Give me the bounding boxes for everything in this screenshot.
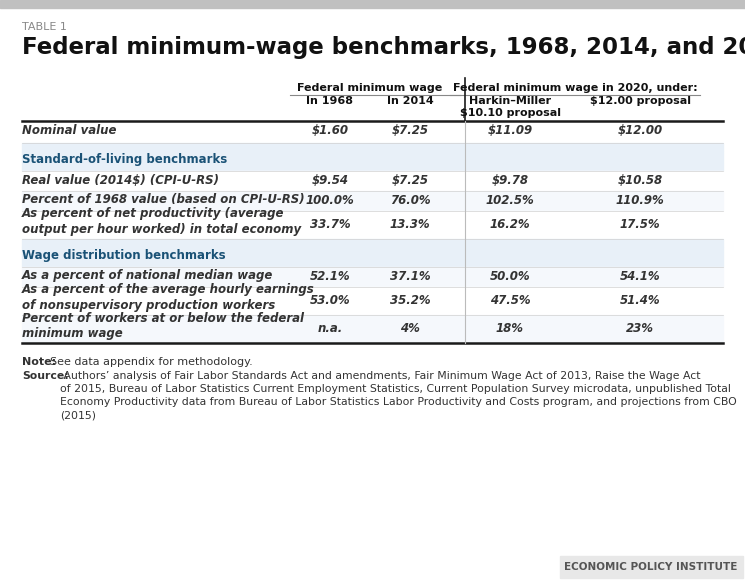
Text: $1.60: $1.60 bbox=[311, 125, 349, 137]
Bar bbox=[22, 121, 723, 143]
Text: 54.1%: 54.1% bbox=[620, 270, 660, 282]
Text: $12.00: $12.00 bbox=[618, 125, 662, 137]
Text: 16.2%: 16.2% bbox=[489, 218, 530, 230]
Text: 47.5%: 47.5% bbox=[489, 293, 530, 306]
Text: Nominal value: Nominal value bbox=[22, 125, 116, 137]
Text: 52.1%: 52.1% bbox=[310, 270, 350, 282]
Text: As a percent of national median wage: As a percent of national median wage bbox=[22, 270, 273, 282]
Bar bbox=[22, 287, 723, 315]
Text: In 1968: In 1968 bbox=[306, 96, 353, 106]
Text: Authors’ analysis of Fair Labor Standards Act and amendments, Fair Minimum Wage : Authors’ analysis of Fair Labor Standard… bbox=[60, 371, 737, 420]
Text: Harkin–Miller
$10.10 proposal: Harkin–Miller $10.10 proposal bbox=[460, 96, 560, 118]
Text: 50.0%: 50.0% bbox=[489, 270, 530, 282]
Text: $9.54: $9.54 bbox=[311, 173, 349, 187]
Text: $12.00 proposal: $12.00 proposal bbox=[589, 96, 691, 106]
Text: Federal minimum wage in 2020, under:: Federal minimum wage in 2020, under: bbox=[453, 83, 697, 93]
Text: 13.3%: 13.3% bbox=[390, 218, 431, 230]
Text: Percent of 1968 value (based on CPI-U-RS): Percent of 1968 value (based on CPI-U-RS… bbox=[22, 194, 305, 206]
Bar bbox=[22, 211, 723, 239]
Bar bbox=[22, 239, 723, 247]
Text: In 2014: In 2014 bbox=[387, 96, 434, 106]
Text: 53.0%: 53.0% bbox=[310, 293, 350, 306]
Text: $7.25: $7.25 bbox=[392, 125, 428, 137]
Text: n.a.: n.a. bbox=[317, 321, 343, 335]
Text: Federal minimum wage: Federal minimum wage bbox=[297, 83, 443, 93]
Text: Note:: Note: bbox=[22, 357, 56, 367]
Text: 102.5%: 102.5% bbox=[486, 194, 534, 206]
Text: Source:: Source: bbox=[22, 371, 69, 381]
Bar bbox=[22, 191, 723, 211]
Text: $9.78: $9.78 bbox=[492, 173, 528, 187]
Text: $11.09: $11.09 bbox=[487, 125, 533, 137]
Text: As a percent of the average hourly earnings
of nonsupervisory production workers: As a percent of the average hourly earni… bbox=[22, 284, 314, 313]
Text: TABLE 1: TABLE 1 bbox=[22, 22, 67, 32]
Text: 110.9%: 110.9% bbox=[615, 194, 665, 206]
Text: Percent of workers at or below the federal
minimum wage: Percent of workers at or below the feder… bbox=[22, 311, 304, 340]
Bar bbox=[22, 267, 723, 287]
Text: 4%: 4% bbox=[400, 321, 420, 335]
Bar bbox=[22, 247, 723, 267]
Bar bbox=[0, 0, 745, 8]
Bar bbox=[22, 171, 723, 191]
Text: Federal minimum-wage benchmarks, 1968, 2014, and 2020: Federal minimum-wage benchmarks, 1968, 2… bbox=[22, 36, 745, 59]
Bar bbox=[22, 315, 723, 343]
Text: $7.25: $7.25 bbox=[392, 173, 428, 187]
Text: As percent of net productivity (average
output per hour worked) in total economy: As percent of net productivity (average … bbox=[22, 208, 301, 237]
Text: 37.1%: 37.1% bbox=[390, 270, 431, 282]
Text: 100.0%: 100.0% bbox=[305, 194, 355, 206]
Bar bbox=[22, 151, 723, 171]
Bar bbox=[560, 556, 743, 578]
Text: 17.5%: 17.5% bbox=[620, 218, 660, 230]
Text: 23%: 23% bbox=[626, 321, 654, 335]
Text: Standard-of-living benchmarks: Standard-of-living benchmarks bbox=[22, 154, 227, 166]
Text: 33.7%: 33.7% bbox=[310, 218, 350, 230]
Text: 35.2%: 35.2% bbox=[390, 293, 431, 306]
Text: ECONOMIC POLICY INSTITUTE: ECONOMIC POLICY INSTITUTE bbox=[564, 562, 738, 572]
Text: 18%: 18% bbox=[496, 321, 524, 335]
Text: $10.58: $10.58 bbox=[618, 173, 662, 187]
Text: Real value (2014$) (CPI-U-RS): Real value (2014$) (CPI-U-RS) bbox=[22, 173, 219, 187]
Text: Wage distribution benchmarks: Wage distribution benchmarks bbox=[22, 249, 226, 263]
Text: 51.4%: 51.4% bbox=[620, 293, 660, 306]
Bar bbox=[22, 143, 723, 151]
Text: 76.0%: 76.0% bbox=[390, 194, 431, 206]
Text: See data appendix for methodology.: See data appendix for methodology. bbox=[50, 357, 253, 367]
